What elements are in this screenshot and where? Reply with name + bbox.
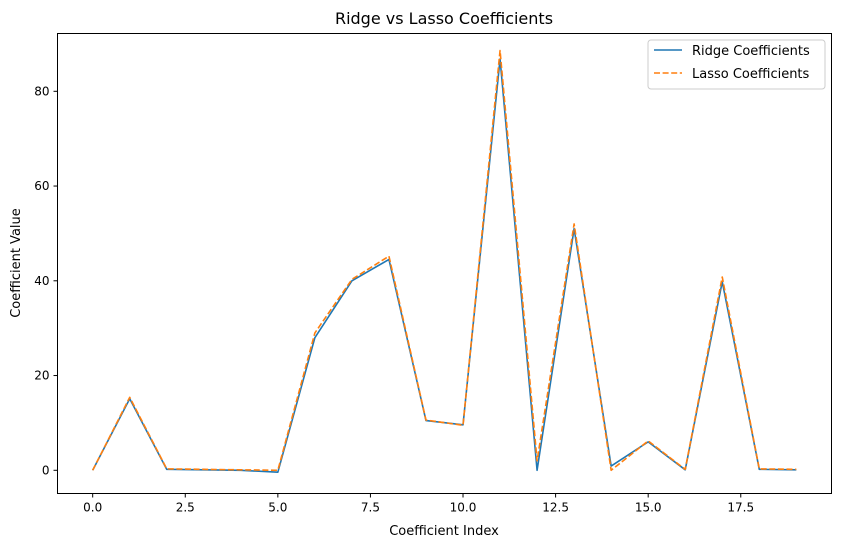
y-axis-label: Coefficient Value (9, 208, 24, 318)
legend: Ridge Coefficients Lasso Coefficients (647, 39, 826, 90)
series-lines (91, 49, 797, 473)
x-tick-label: 5.0 (268, 501, 287, 515)
legend-box (647, 39, 826, 90)
x-tick-label: 7.5 (361, 501, 380, 515)
x-tick-label: 17.5 (727, 501, 754, 515)
y-tick-label: 0 (42, 463, 50, 477)
axis-ticks: 0.0 2.5 5.0 7.5 10.0 12.5 15.0 17.5 0 20 40 60 80 (34, 84, 754, 514)
x-tick-label: 2.5 (176, 501, 195, 515)
chart-title: Ridge vs Lasso Coefficients (335, 9, 553, 28)
x-tick-label: 10.0 (450, 501, 477, 515)
series-line-lasso (91, 49, 797, 472)
x-tick-label: 0.0 (83, 501, 102, 515)
series-line-ridge (91, 58, 797, 473)
plot-area-frame (57, 33, 832, 494)
y-tick-label: 80 (34, 84, 49, 98)
y-tick-label: 60 (34, 179, 49, 193)
legend-label-ridge: Ridge Coefficients (692, 44, 810, 59)
y-tick-label: 20 (34, 369, 49, 383)
y-tick-label: 40 (34, 274, 49, 288)
x-tick-label: 15.0 (635, 501, 662, 515)
x-tick-label: 12.5 (542, 501, 569, 515)
legend-label-lasso: Lasso Coefficients (692, 67, 810, 82)
x-axis-label: Coefficient Index (389, 524, 499, 539)
